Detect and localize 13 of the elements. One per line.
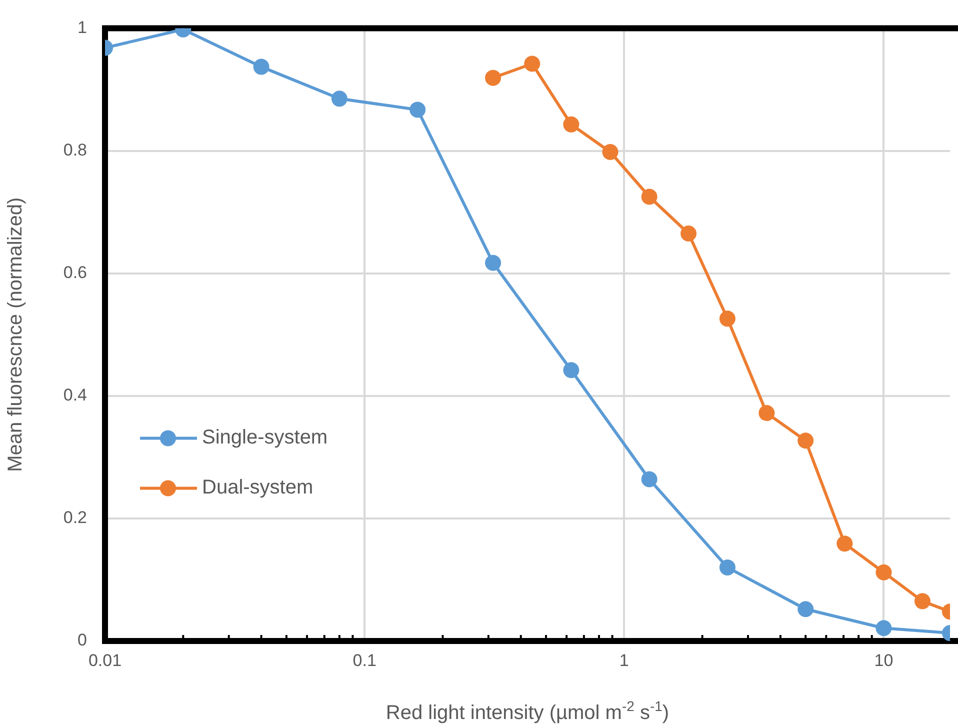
y-tick-label: 0.2 — [63, 508, 87, 528]
x-tick-label: 0.1 — [352, 650, 376, 670]
legend-label: Dual-system — [202, 476, 314, 499]
y-tick-label: 0.8 — [63, 140, 87, 160]
y-axis-title: Mean fluorescnce (normalized) — [4, 197, 27, 472]
y-tick-label: 0 — [78, 630, 87, 650]
legend-label: Single-system — [202, 426, 328, 449]
x-tick-label: 10 — [874, 650, 894, 670]
x-tick-label: 1 — [619, 650, 629, 670]
y-tick-label: 0.4 — [63, 386, 87, 405]
x-tick-label: 0.01 — [88, 650, 122, 670]
y-tick-label: 0.6 — [63, 263, 87, 282]
y-tick-label: 1 — [78, 18, 87, 37]
